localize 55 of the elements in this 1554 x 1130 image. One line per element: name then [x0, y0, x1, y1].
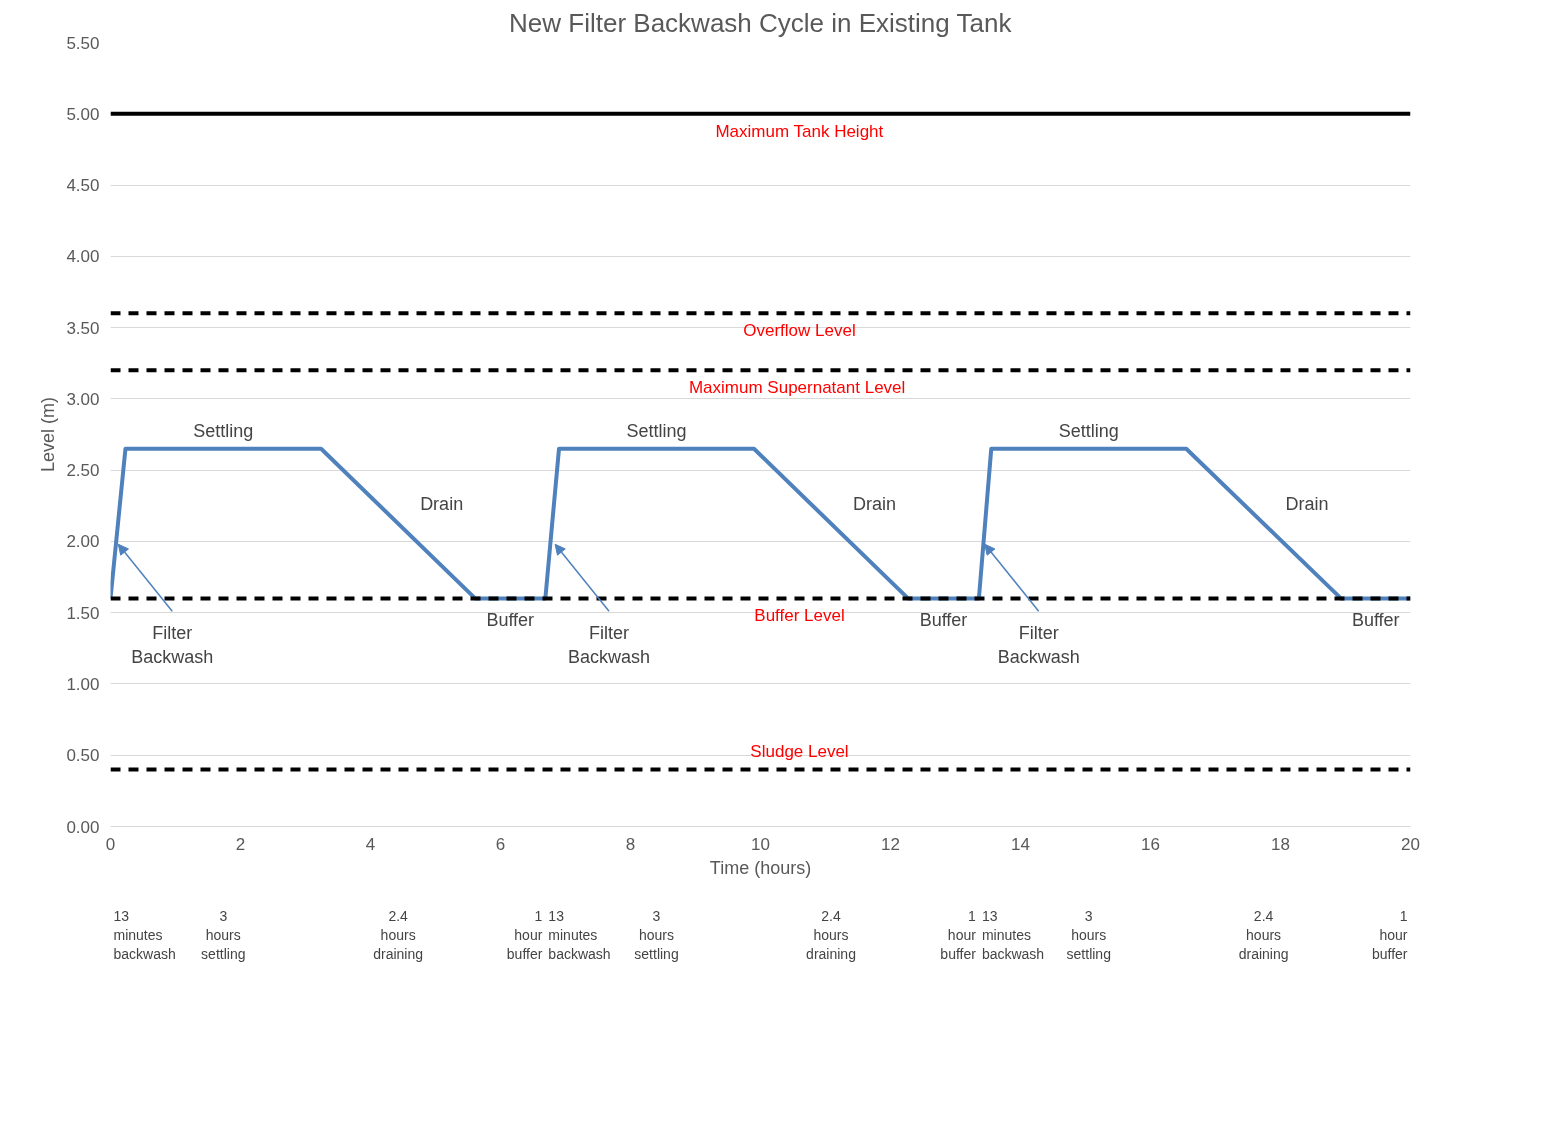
y-tick-label: 2.50 [66, 461, 100, 481]
y-tick-label: 4.50 [66, 176, 100, 196]
text: 2.4 hours draining [373, 908, 424, 963]
x-tick-label: 12 [881, 834, 900, 854]
text: 13 minutes backwash [113, 908, 176, 963]
ref-line-label: Overflow Level [743, 321, 856, 341]
y-tick-label: 5.00 [66, 104, 100, 124]
y-tick-label: 2.00 [66, 532, 100, 552]
text: 1 hour buffer [1371, 908, 1408, 963]
annotation: Settling [1058, 420, 1119, 441]
x-tick-label: 18 [1271, 834, 1290, 854]
ref-line-label: Sludge Level [750, 742, 849, 762]
y-tick-label: 5.50 [66, 33, 100, 53]
y-tick-label: 1.00 [66, 674, 100, 694]
text: 2.4 hours draining [1238, 908, 1289, 963]
y-axis-title: Level (m) [38, 396, 59, 473]
annotation: Filter Backwash [997, 622, 1080, 667]
y-tick-label: 3.00 [66, 389, 100, 409]
text: 1 hour buffer [940, 908, 977, 963]
x-tick-label: 16 [1141, 834, 1160, 854]
y-tick-label: 1.50 [66, 603, 100, 623]
annotation: Drain [853, 493, 897, 514]
text: 3 hours settling [634, 908, 679, 963]
x-tick-label: 4 [365, 834, 376, 854]
y-tick-label: 0.50 [66, 746, 100, 766]
y-tick-label: 3.50 [66, 318, 100, 338]
annotation: Filter Backwash [568, 622, 651, 667]
text: 2.4 hours draining [806, 908, 856, 963]
x-tick-label: 14 [1011, 834, 1030, 854]
x-tick-label: 20 [1401, 834, 1420, 854]
annotation: Settling [193, 420, 254, 441]
y-tick-label: 0.00 [66, 817, 100, 837]
annotation: Buffer [486, 610, 535, 631]
annotation: Filter Backwash [131, 622, 214, 667]
x-axis-title: Time (hours) [709, 857, 812, 878]
text: 3 hours settling [1066, 908, 1111, 963]
y-tick-label: 4.00 [66, 247, 100, 267]
annotation: Drain [1285, 493, 1329, 514]
x-tick-label: 2 [235, 834, 246, 854]
text: 3 hours settling [201, 908, 246, 963]
chart-title: New Filter Backwash Cycle in Existing Tank [509, 7, 1013, 38]
x-tick-label: 10 [751, 834, 770, 854]
ref-line-label: Buffer Level [754, 606, 845, 626]
text: 13 minutes backwash [981, 908, 1045, 963]
ref-line-label: Maximum Supernatant Level [688, 378, 906, 398]
annotation: Drain [420, 493, 464, 514]
annotation: Buffer [919, 610, 968, 631]
x-tick-label: 6 [495, 834, 506, 854]
x-tick-label: 8 [625, 834, 636, 854]
text: 13 minutes backwash [548, 908, 611, 963]
text: 1 hour buffer [506, 908, 543, 963]
ref-line-label: Maximum Tank Height [715, 121, 884, 141]
annotation: Settling [626, 420, 687, 441]
x-tick-label: 0 [105, 834, 116, 854]
annotation: Buffer [1351, 610, 1400, 631]
